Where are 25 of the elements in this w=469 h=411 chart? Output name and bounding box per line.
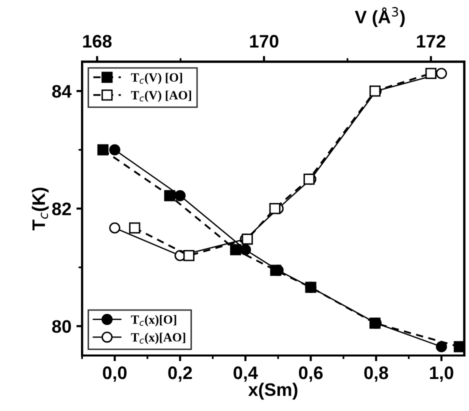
x-axis-title: x(Sm) <box>248 382 298 400</box>
legend-label: T$_{c}$(x)[AO] <box>131 332 186 344</box>
x2-tick-label: 170 <box>250 34 278 48</box>
legend-label: T$_{c}$(V) [AO] <box>131 90 192 102</box>
x-tick-label: 0,4 <box>234 366 258 382</box>
y-tick-label: 80 <box>52 320 71 333</box>
x-tick-label: 0,6 <box>298 366 323 382</box>
y-tick-label: 82 <box>52 202 71 216</box>
x-tick-label: 1,0 <box>430 366 454 382</box>
x2-axis-title: V (Å$^{3}$) <box>354 7 405 28</box>
point <box>436 341 447 352</box>
point <box>240 244 251 256</box>
x2-tick-label: 168 <box>83 34 112 48</box>
point <box>436 68 447 79</box>
point <box>174 190 186 202</box>
point <box>109 144 120 156</box>
y-axis-title: T$_{c}$(K) <box>32 188 49 230</box>
x-tick-label: 0,0 <box>102 366 127 382</box>
legend-label: T$_{c}$(x)[O] <box>131 315 176 326</box>
x2-tick-label: 172 <box>417 34 446 48</box>
x-tick-label: 0,2 <box>168 366 192 382</box>
x-tick-label: 0,8 <box>364 366 388 382</box>
legend-label: T$_{c}$(V) [O] <box>131 72 182 84</box>
y-tick-label: 84 <box>52 84 72 98</box>
point <box>109 222 120 234</box>
